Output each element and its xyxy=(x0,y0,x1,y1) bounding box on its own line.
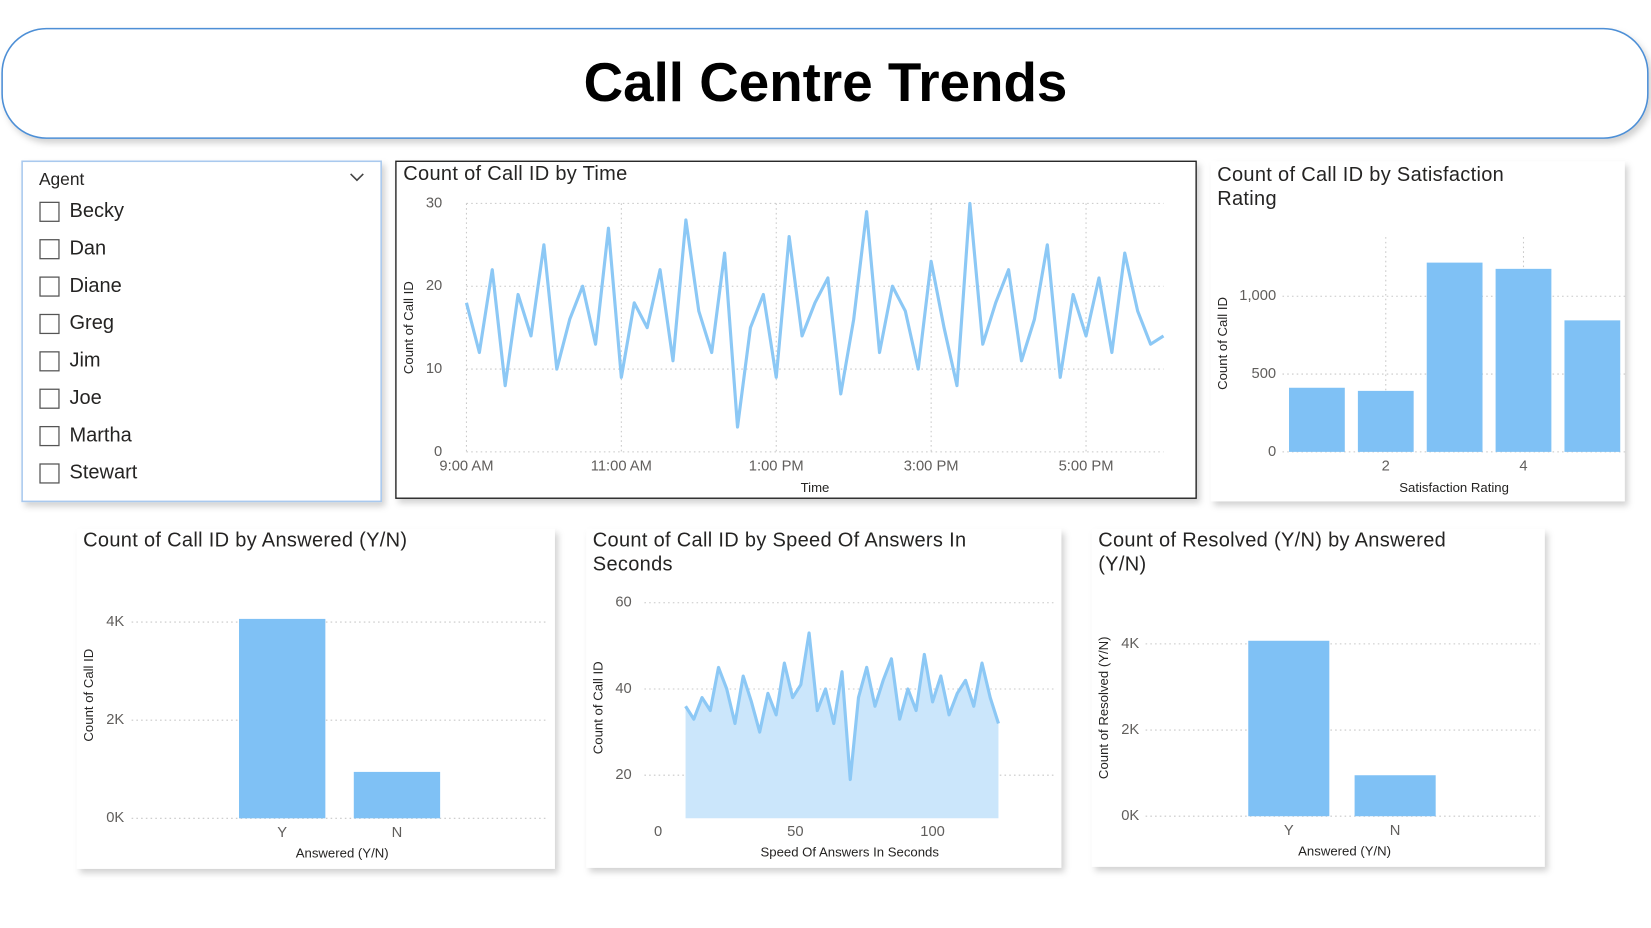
slicer-checkbox[interactable] xyxy=(39,201,60,222)
bar xyxy=(1289,387,1345,452)
slicer-checkbox[interactable] xyxy=(39,313,60,335)
bar xyxy=(239,618,326,819)
x-tick-label: 50 xyxy=(787,824,803,840)
chart-panel: Count of Call ID by Time 0 10 20 30 9:00 AM 11… xyxy=(395,160,1197,499)
x-tick-label: 4 xyxy=(1519,459,1527,475)
slicer-checkbox[interactable] xyxy=(39,239,60,260)
y-axis-label: Count of Call ID xyxy=(591,661,606,754)
y-axis-label: Count of Call ID xyxy=(81,649,96,742)
y-tick-label: 2K xyxy=(1121,722,1139,738)
chart-title: Count of Call ID by Satisfaction Rating xyxy=(1217,164,1510,210)
slicer-checkbox[interactable] xyxy=(39,425,60,447)
chart-box xyxy=(395,160,1197,499)
y-tick-label: 40 xyxy=(615,681,631,697)
x-axis-label: Speed Of Answers In Seconds xyxy=(760,845,939,860)
slicer-item[interactable]: Stewart xyxy=(69,462,137,484)
x-tick-label: 9:00 AM xyxy=(439,459,493,475)
slicer-chevron[interactable] xyxy=(350,173,364,182)
bar xyxy=(1495,268,1552,452)
slicer-checkbox[interactable] xyxy=(39,351,60,372)
y-axis-label: Count of Call ID xyxy=(401,281,416,374)
y-axis-label: Count of Call ID xyxy=(1215,297,1230,390)
x-axis-label: Time xyxy=(801,480,830,495)
slicer-box xyxy=(21,160,382,503)
slicer-checkbox[interactable] xyxy=(39,463,60,484)
x-axis-label: Answered (Y/N) xyxy=(296,846,389,861)
x-tick-label: Y xyxy=(277,825,287,841)
header-box xyxy=(1,27,1649,139)
line xyxy=(684,631,1000,782)
bar xyxy=(1354,775,1436,817)
x-tick-label: Y xyxy=(1284,823,1294,839)
y-tick-label: 4K xyxy=(1121,636,1139,652)
y-tick-label: 60 xyxy=(615,595,631,611)
x-tick-label: 3:00 PM xyxy=(904,459,959,475)
x-tick-label: 100 xyxy=(920,824,945,840)
y-tick-label: 1,000 xyxy=(1239,288,1276,304)
slicer-item[interactable]: Greg xyxy=(69,312,113,334)
x-axis-label: Answered (Y/N) xyxy=(1298,843,1391,858)
slicer-item[interactable]: Diane xyxy=(69,275,121,297)
chart-panel: Count of Call ID by Satisfaction Rating 0… xyxy=(1210,161,1627,502)
chart-title: Count of Resolved (Y/N) by Answered (Y/N… xyxy=(1098,530,1452,576)
bar xyxy=(353,771,441,819)
y-tick-label: 0K xyxy=(1121,808,1139,824)
area xyxy=(685,632,999,819)
chart-panel: Count of Call ID by Speed Of Answers In … xyxy=(586,528,1062,868)
x-tick-label: 1:00 PM xyxy=(749,459,804,475)
slicer-checkbox[interactable] xyxy=(39,276,60,297)
x-tick-label: N xyxy=(1390,823,1401,839)
slicer-item[interactable]: Dan xyxy=(69,237,106,259)
bar xyxy=(1564,320,1621,452)
y-axis-label: Count of Resolved (Y/N) xyxy=(1096,636,1111,779)
x-axis-label: Satisfaction Rating xyxy=(1399,480,1509,495)
bar xyxy=(1357,390,1414,452)
slicer-item[interactable]: Joe xyxy=(69,387,101,409)
y-tick-label: 10 xyxy=(426,361,442,377)
x-tick-label: 0 xyxy=(654,824,662,840)
x-tick-label: 2 xyxy=(1382,459,1390,475)
y-tick-label: 500 xyxy=(1252,366,1277,382)
x-tick-label: N xyxy=(392,825,403,841)
line xyxy=(464,201,1165,429)
y-tick-label: 30 xyxy=(426,195,442,211)
slicer-items: Becky Dan Diane Greg Jim Joe Martha Stewart xyxy=(39,200,138,484)
bar xyxy=(1426,262,1483,452)
y-tick-label: 4K xyxy=(106,614,124,630)
y-tick-label: 20 xyxy=(426,278,442,294)
bar xyxy=(1248,640,1330,817)
y-tick-label: 0K xyxy=(106,810,124,826)
slicer-item[interactable]: Becky xyxy=(69,200,123,222)
y-tick-label: 20 xyxy=(615,767,631,783)
slicer-item[interactable]: Martha xyxy=(69,424,132,446)
chart-title: Count of Call ID by Speed Of Answers In … xyxy=(593,530,972,576)
chart-panel: Count of Call ID by Answered (Y/N) 0K 2K 4K… xyxy=(76,528,555,869)
y-tick-label: 0 xyxy=(1268,444,1276,460)
y-tick-label: 2K xyxy=(106,712,124,728)
chart-box xyxy=(1210,161,1625,502)
chart-title: Count of Call ID by Time xyxy=(403,163,627,185)
slicer-item[interactable]: Jim xyxy=(69,350,100,372)
header-title: Call Centre Trends xyxy=(584,51,1068,113)
x-tick-label: 5:00 PM xyxy=(1059,459,1114,475)
slicer-title: Agent xyxy=(39,169,85,189)
slicer-checkbox[interactable] xyxy=(39,388,60,409)
x-tick-label: 11:00 AM xyxy=(591,459,652,475)
chart-panel: Count of Resolved (Y/N) by Answered (Y/N… xyxy=(1091,528,1545,867)
y-tick-label: 0 xyxy=(434,444,442,460)
chart-title: Count of Call ID by Answered (Y/N) xyxy=(83,530,407,552)
